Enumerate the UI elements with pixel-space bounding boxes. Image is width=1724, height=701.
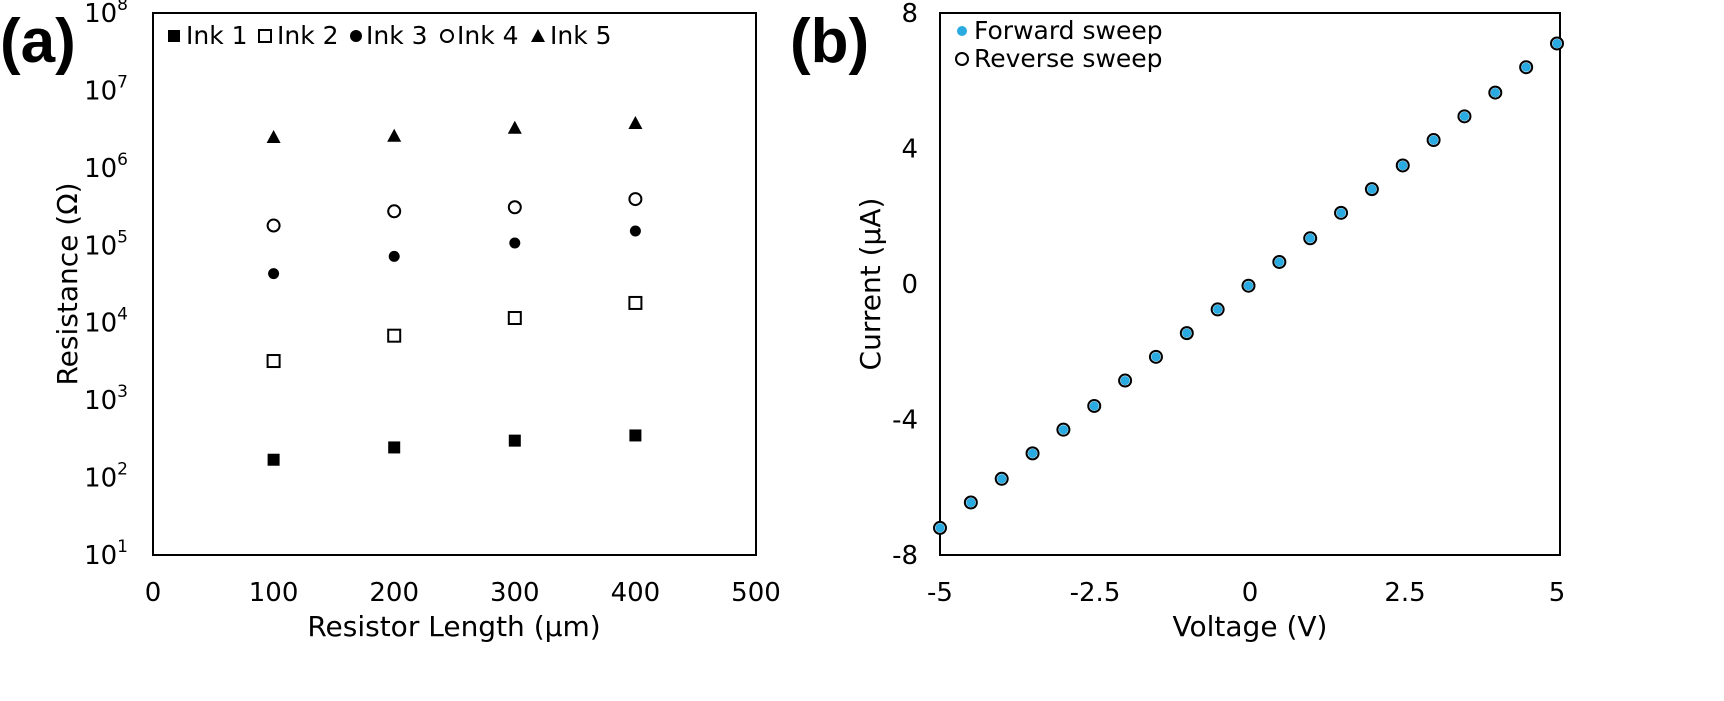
panel-b-x-tick-label: 0 xyxy=(1242,578,1259,608)
point-ink-1 xyxy=(388,441,401,454)
panel-a-x-tick-label: 100 xyxy=(249,578,299,608)
point-ink-3 xyxy=(388,250,400,262)
point-ink-3 xyxy=(268,268,280,280)
legend-label-ink-1: Ink 1 xyxy=(186,21,248,50)
panel-b-x-tick-label: 5 xyxy=(1549,578,1566,608)
point-forward-sweep xyxy=(966,497,976,508)
point-forward-sweep xyxy=(1336,208,1346,218)
panel-a-x-tick-label: 0 xyxy=(145,578,162,608)
point-forward-sweep xyxy=(1490,88,1500,98)
point-forward-sweep xyxy=(1429,135,1439,145)
legend-label-ink-3: Ink 3 xyxy=(366,21,428,50)
panel-a-y-tick-label: 103 xyxy=(84,382,128,416)
panel-a-data-points xyxy=(266,115,643,466)
panel-b-x-axis-label: Voltage (V) xyxy=(1173,610,1328,643)
point-ink-5 xyxy=(628,115,643,129)
point-ink-1 xyxy=(629,429,642,442)
panel-a-label: (a) xyxy=(0,7,76,76)
point-ink-5 xyxy=(387,128,402,142)
point-forward-sweep xyxy=(1027,448,1038,458)
panel-b-data-points xyxy=(933,36,1564,535)
panel-b-label: (b) xyxy=(790,7,869,76)
panel-b-x-tick-label: 2.5 xyxy=(1384,578,1425,608)
panel-a-y-ticks: 101 102 103 104 105 106 107 108 xyxy=(84,0,128,571)
point-forward-sweep xyxy=(1058,425,1068,435)
panel-b-y-tick-label: 0 xyxy=(901,270,918,300)
panel-a-x-ticks: 0 100 200 300 400 500 xyxy=(145,578,781,608)
point-ink-4 xyxy=(266,218,281,233)
legend-marker-forward-sweep xyxy=(957,26,967,36)
point-forward-sweep xyxy=(1182,328,1192,338)
legend-marker-ink-1 xyxy=(168,30,180,42)
legend-marker-reverse-sweep xyxy=(955,52,969,66)
legend-label-ink-2: Ink 2 xyxy=(277,21,339,50)
point-forward-sweep xyxy=(1213,304,1223,315)
point-ink-2 xyxy=(507,311,522,326)
point-ink-2 xyxy=(628,295,643,310)
point-ink-4 xyxy=(507,200,522,215)
panel-b-y-ticks: 8 4 0 -4 -8 xyxy=(892,0,918,571)
point-forward-sweep xyxy=(1367,184,1377,194)
panel-b-y-tick-label: 4 xyxy=(901,135,918,165)
point-ink-1 xyxy=(267,453,280,466)
point-forward-sweep xyxy=(1521,62,1531,72)
point-forward-sweep xyxy=(1398,160,1408,171)
panel-b-y-tick-label: -8 xyxy=(892,541,918,571)
legend-marker-ink-5 xyxy=(531,29,545,42)
panel-a-y-tick-label: 108 xyxy=(84,0,128,29)
panel-a-x-tick-label: 300 xyxy=(490,578,540,608)
panel-b-x-tick-label: -5 xyxy=(927,578,953,608)
point-forward-sweep xyxy=(1459,111,1470,121)
point-forward-sweep xyxy=(1305,233,1315,243)
legend-marker-ink-3 xyxy=(350,30,362,42)
panel-b-y-axis-label: Current (µA) xyxy=(854,198,887,371)
point-forward-sweep xyxy=(1243,281,1254,291)
panel-b-y-tick-label: 8 xyxy=(901,0,918,29)
panel-a: (a) 0 100 200 300 400 500 101 102 103 10… xyxy=(0,0,781,643)
point-ink-1 xyxy=(508,434,521,447)
legend-label-forward-sweep: Forward sweep xyxy=(974,16,1163,45)
panel-b: (b) 8 4 0 -4 -8 -5 -2.5 0 2.5 5 Voltage … xyxy=(790,0,1565,643)
panel-a-y-tick-label: 107 xyxy=(84,72,128,106)
point-forward-sweep xyxy=(1552,38,1562,49)
panel-b-y-tick-label: -4 xyxy=(892,406,918,436)
legend-label-reverse-sweep: Reverse sweep xyxy=(974,44,1163,73)
panel-b-x-tick-label: -2.5 xyxy=(1070,578,1121,608)
panel-a-plot-frame xyxy=(152,12,757,556)
panel-a-y-tick-label: 106 xyxy=(84,150,128,184)
panel-a-x-axis-label: Resistor Length (µm) xyxy=(307,610,600,643)
point-ink-2 xyxy=(266,354,281,369)
point-ink-5 xyxy=(266,130,281,144)
point-ink-2 xyxy=(387,328,402,343)
panel-a-x-tick-label: 500 xyxy=(731,578,781,608)
panel-a-y-tick-label: 102 xyxy=(84,460,128,494)
panel-a-y-tick-label: 101 xyxy=(84,537,128,571)
legend-label-ink-5: Ink 5 xyxy=(550,21,612,50)
point-ink-4 xyxy=(628,192,643,207)
legend-marker-ink-4 xyxy=(440,29,454,43)
legend-label-ink-4: Ink 4 xyxy=(457,21,519,50)
panel-a-x-tick-label: 200 xyxy=(369,578,419,608)
point-forward-sweep xyxy=(1089,401,1099,411)
point-ink-3 xyxy=(509,237,521,249)
panel-a-y-tick-label: 104 xyxy=(84,305,128,339)
point-ink-4 xyxy=(387,204,402,219)
panel-a-legend: Ink 1 Ink 2 Ink 3 Ink 4 Ink 5 xyxy=(168,21,612,50)
panel-a-y-axis-label: Resistance (Ω) xyxy=(51,182,84,385)
panel-a-x-tick-label: 400 xyxy=(611,578,661,608)
legend-marker-ink-2 xyxy=(258,29,272,43)
point-ink-3 xyxy=(629,225,641,237)
panel-b-legend: Forward sweep Reverse sweep xyxy=(955,16,1163,73)
point-forward-sweep xyxy=(1274,257,1284,267)
point-forward-sweep xyxy=(1120,375,1130,386)
panel-a-y-tick-label: 105 xyxy=(84,227,128,261)
point-forward-sweep xyxy=(935,523,945,533)
point-ink-5 xyxy=(507,120,522,134)
point-forward-sweep xyxy=(997,474,1007,484)
point-forward-sweep xyxy=(1151,352,1161,362)
panel-b-plot-frame xyxy=(939,12,1561,556)
panel-b-x-ticks: -5 -2.5 0 2.5 5 xyxy=(927,578,1565,608)
